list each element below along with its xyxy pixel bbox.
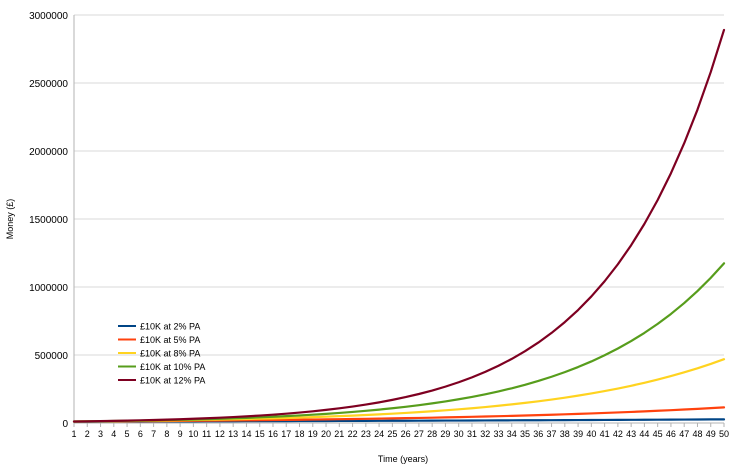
y-tick-label: 2000000 xyxy=(29,147,68,158)
series-lines xyxy=(72,28,726,423)
y-tick-label: 0 xyxy=(62,419,68,430)
x-tick-label: 19 xyxy=(308,429,318,439)
y-tick-label: 3000000 xyxy=(29,11,68,22)
legend-label: £10K at 2% PA xyxy=(140,322,200,332)
x-tick-label: 21 xyxy=(334,429,344,439)
x-tick-label: 3 xyxy=(98,429,103,439)
x-tick-label: 10 xyxy=(188,429,198,439)
x-tick-label: 23 xyxy=(361,429,371,439)
y-tick-label: 1500000 xyxy=(29,215,68,226)
x-tick-label: 38 xyxy=(560,429,570,439)
y-tick-label: 1000000 xyxy=(29,283,68,294)
x-tick-label: 24 xyxy=(374,429,384,439)
legend: £10K at 2% PA £10K at 5% PA £10K at 8% PA £… xyxy=(118,322,205,386)
x-tick-label: 40 xyxy=(586,429,596,439)
x-tick-label: 31 xyxy=(467,429,477,439)
x-tick-label: 6 xyxy=(138,429,143,439)
x-tick-label: 1 xyxy=(71,429,76,439)
x-tick-label: 33 xyxy=(493,429,503,439)
x-tick-label: 44 xyxy=(639,429,649,439)
x-tick-label: 13 xyxy=(228,429,238,439)
x-tick-label: 43 xyxy=(626,429,636,439)
x-tick-label: 4 xyxy=(111,429,116,439)
legend-label: £10K at 8% PA xyxy=(140,349,200,359)
x-tick-label: 39 xyxy=(573,429,583,439)
x-tick-label: 11 xyxy=(202,429,211,439)
x-tick-label: 18 xyxy=(295,429,305,439)
x-tick-label: 37 xyxy=(547,429,557,439)
x-tick-label: 29 xyxy=(440,429,450,439)
x-tick-label: 14 xyxy=(241,429,251,439)
x-tick-label: 5 xyxy=(125,429,130,439)
x-tick-label: 16 xyxy=(268,429,278,439)
x-tick-label: 32 xyxy=(480,429,490,439)
x-tick-label: 20 xyxy=(321,429,331,439)
x-tick-label: 7 xyxy=(151,429,156,439)
x-tick-label: 47 xyxy=(679,429,689,439)
x-tick-label: 27 xyxy=(414,429,424,439)
x-tick-label: 12 xyxy=(215,429,225,439)
axes xyxy=(73,15,725,427)
x-tick-label: 22 xyxy=(348,429,358,439)
x-tick-label: 45 xyxy=(653,429,663,439)
y-axis-title: Money (£) xyxy=(5,199,15,240)
x-tick-label: 9 xyxy=(178,429,183,439)
series-line-10k-at-12-pa xyxy=(72,28,726,423)
x-tick-label: 2 xyxy=(85,429,90,439)
x-tick-label: 26 xyxy=(401,429,411,439)
x-tick-label: 46 xyxy=(666,429,676,439)
x-tick-label: 8 xyxy=(164,429,169,439)
legend-label: £10K at 12% PA xyxy=(140,376,205,386)
x-tick-label: 36 xyxy=(533,429,543,439)
y-tick-label: 2500000 xyxy=(29,79,68,90)
x-tick-label: 17 xyxy=(281,429,291,439)
x-tick-label: 35 xyxy=(520,429,530,439)
x-tick-label: 41 xyxy=(600,429,610,439)
x-tick-label: 15 xyxy=(255,429,265,439)
x-tick-label: 48 xyxy=(692,429,702,439)
x-tick-label: 30 xyxy=(454,429,464,439)
x-tick-label: 34 xyxy=(507,429,517,439)
legend-label: £10K at 10% PA xyxy=(140,362,205,372)
y-tick-label: 500000 xyxy=(35,351,69,362)
legend-label: £10K at 5% PA xyxy=(140,335,200,345)
y-tick-labels: 0 500000 1000000 1500000 2000000 2500000 30000… xyxy=(29,11,68,430)
gridlines xyxy=(74,14,724,356)
x-tick-label: 49 xyxy=(706,429,716,439)
x-tick-label: 50 xyxy=(719,429,729,439)
x-tick-labels: 1 2 3 4 5 6 7 8 9 10 11 12 13 14 15 16 17 18 19 20 21 22 23 24 2… xyxy=(71,429,729,439)
x-tick-label: 42 xyxy=(613,429,623,439)
x-axis-title: Time (years) xyxy=(378,454,428,464)
x-tick-label: 28 xyxy=(427,429,437,439)
x-tick-label: 25 xyxy=(387,429,397,439)
